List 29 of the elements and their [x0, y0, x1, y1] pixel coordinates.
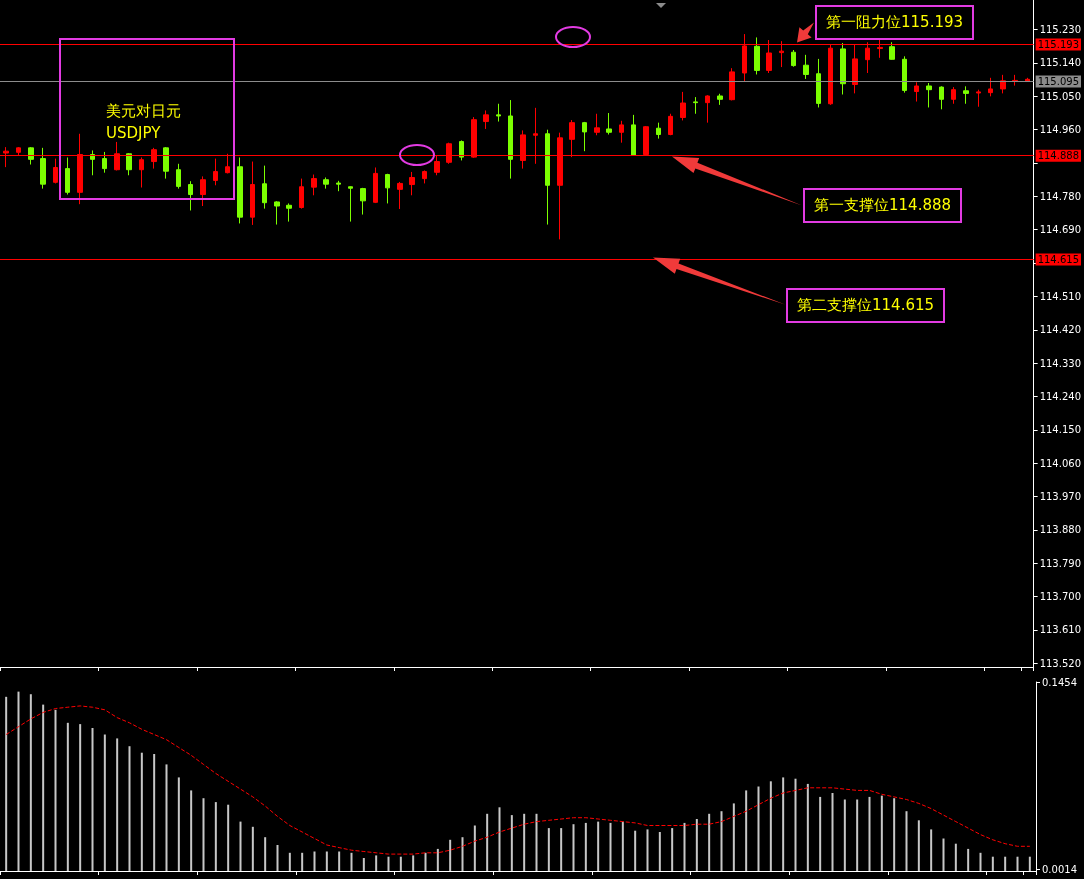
annotation: USDJPY — [106, 123, 162, 144]
y-tick-label: 115.140 — [1039, 57, 1082, 69]
y-tick-label: 0.1454 — [1042, 676, 1077, 688]
y-tick-label: 114.510 — [1039, 290, 1082, 302]
y-tick-label: 114.060 — [1039, 457, 1082, 469]
annotation: 第二支撑位114.615 — [786, 287, 946, 323]
ref-line-label: 115.193 — [1037, 38, 1080, 50]
y-tick-label: 113.880 — [1039, 524, 1082, 536]
annotation: 第一阻力位115.193 — [815, 5, 975, 41]
y-tick-label: 114.960 — [1039, 124, 1082, 136]
y-tick-label: 113.520 — [1039, 657, 1082, 669]
y-tick-label: 113.790 — [1039, 557, 1082, 569]
y-tick-label: 114.780 — [1039, 190, 1082, 202]
y-tick-label: 113.700 — [1039, 591, 1082, 603]
annotation: 美元对日元 — [106, 101, 182, 122]
y-tick-label: 0.0014 — [1042, 863, 1077, 875]
y-tick-label: 114.150 — [1039, 424, 1082, 436]
y-tick-label: 113.610 — [1039, 624, 1082, 636]
y-tick-label: 115.050 — [1039, 90, 1082, 102]
ref-line-label: 114.888 — [1037, 150, 1080, 162]
y-tick-label: 114.690 — [1039, 224, 1082, 236]
ref-line-label: 114.615 — [1037, 253, 1080, 265]
y-tick-label: 114.240 — [1039, 390, 1082, 402]
y-tick-label: 114.330 — [1039, 357, 1082, 369]
y-tick-label: 115.230 — [1039, 24, 1082, 36]
y-tick-label: 113.970 — [1039, 491, 1082, 503]
annotation: 第一支撑位114.888 — [803, 188, 963, 224]
y-tick-label: 114.420 — [1039, 324, 1082, 336]
ref-line-label: 115.095 — [1037, 76, 1080, 88]
